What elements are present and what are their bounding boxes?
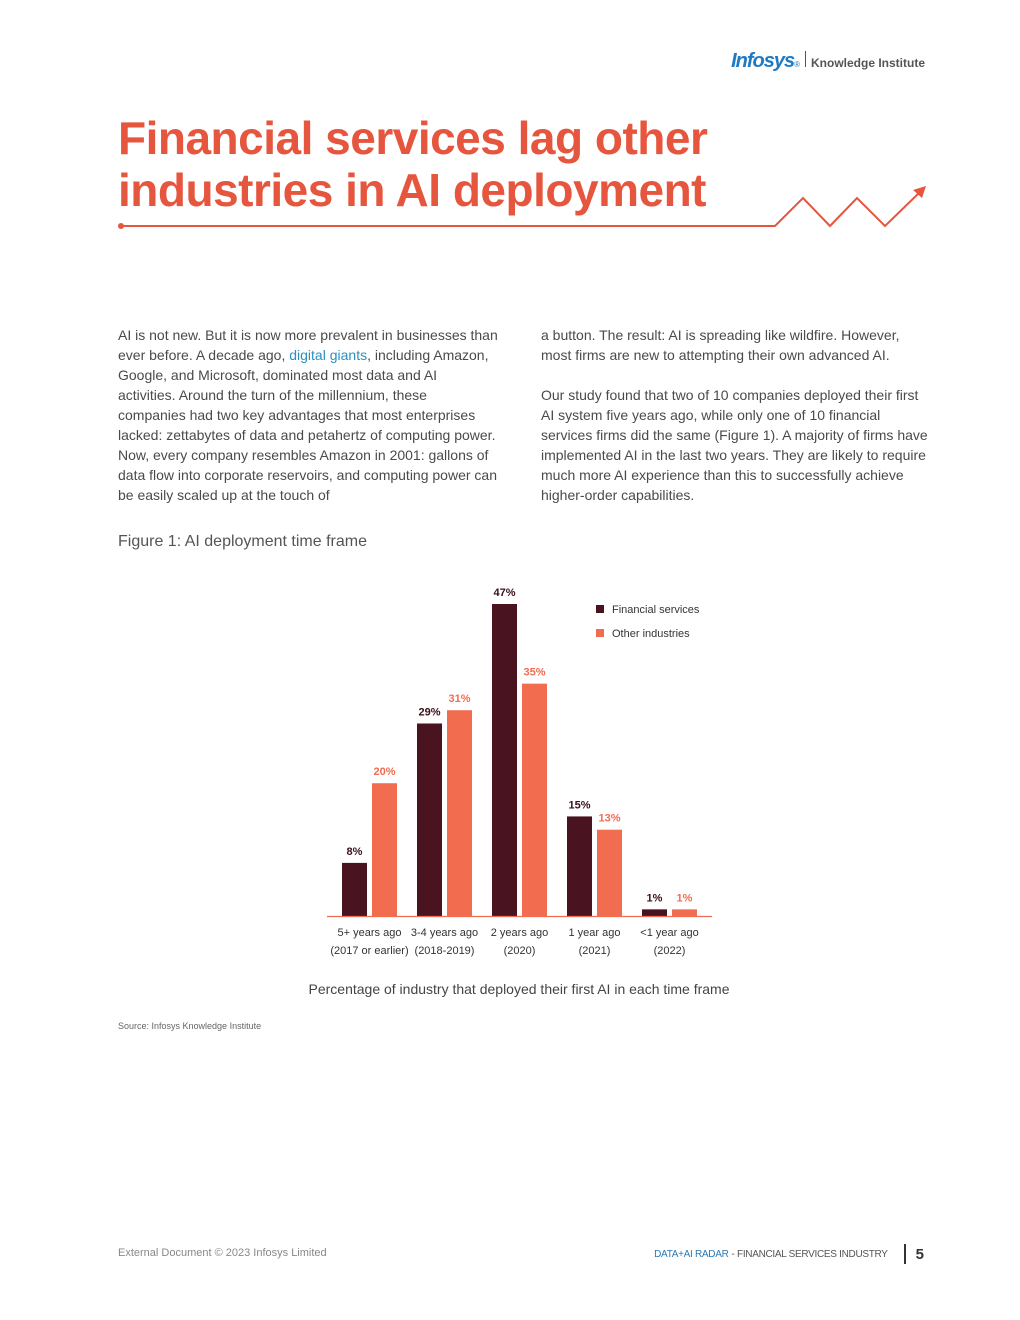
bar-other-industries	[597, 829, 622, 916]
title-underline-zigzag	[118, 186, 926, 229]
industry-name: - FINANCIAL SERVICES INDUSTRY	[731, 1248, 888, 1260]
legend-swatch-other-industries	[596, 629, 604, 637]
digital-giants-link[interactable]: digital giants	[289, 347, 368, 363]
bar-financial-services	[642, 909, 667, 916]
underline-zigzag-line	[121, 191, 921, 228]
paragraph: AI is not new. But it is now more preval…	[118, 327, 498, 503]
x-tick-sublabel: (2018-2019)	[415, 945, 475, 957]
bar-chart: 8% 20% 5+ years ago (2017 or earlier) 29% 31%…	[309, 587, 730, 997]
figure-source: Source: Infosys Knowledge Institute	[118, 1021, 262, 1031]
bar-financial-services	[342, 862, 367, 916]
footer-divider	[903, 1244, 906, 1264]
data-label: 35%	[523, 667, 545, 679]
figure-title: Figure 1: AI deployment time frame	[118, 533, 367, 550]
x-tick-label: <1 year ago	[640, 927, 698, 939]
bar-other-industries	[672, 909, 697, 916]
infosys-logo: Infosys ® Knowledge Institute	[731, 50, 925, 73]
page-title: Financial services lag other industries …	[118, 112, 708, 216]
legend-label: Financial services	[612, 604, 700, 616]
data-label: 47%	[493, 587, 515, 599]
bar-financial-services	[492, 604, 517, 916]
x-tick-label: 3-4 years ago	[411, 927, 478, 939]
paragraph: Our study found that two of 10 companies…	[541, 387, 928, 503]
bar-other-industries	[372, 783, 397, 916]
data-label: 20%	[373, 766, 395, 778]
legend-swatch-financial-services	[596, 605, 604, 613]
data-label: 1%	[647, 892, 663, 904]
x-tick-label: 5+ years ago	[338, 927, 402, 939]
data-label: 29%	[418, 706, 440, 718]
title-line-1: Financial services lag other	[118, 112, 708, 164]
report-name: DATA+AI RADAR	[654, 1248, 729, 1260]
data-label: 8%	[347, 846, 363, 858]
x-axis-title: Percentage of industry that deployed the…	[309, 981, 730, 997]
data-label: 13%	[598, 813, 620, 825]
x-tick-sublabel: (2020)	[504, 945, 536, 957]
body-column-right: a button. The result: AI is spreading li…	[541, 325, 933, 525]
x-tick-sublabel: (2017 or earlier)	[330, 945, 408, 957]
bar-financial-services	[567, 816, 592, 916]
bar-financial-services	[417, 723, 442, 916]
x-tick-sublabel: (2021)	[579, 945, 611, 957]
x-tick-sublabel: (2022)	[654, 945, 686, 957]
legend-label: Other industries	[612, 628, 690, 640]
data-label: 31%	[448, 693, 470, 705]
page-number: 5	[915, 1245, 924, 1263]
bar-other-industries	[522, 683, 547, 916]
x-tick-label: 1 year ago	[569, 927, 621, 939]
registered-mark: ®	[794, 60, 800, 69]
bar-other-industries	[447, 710, 472, 916]
logo-divider	[805, 51, 806, 67]
brand-name: Infosys	[731, 50, 795, 72]
x-tick-label: 2 years ago	[491, 927, 548, 939]
data-label: 1%	[677, 892, 693, 904]
paragraph: a button. The result: AI is spreading li…	[541, 327, 900, 363]
data-label: 15%	[568, 799, 590, 811]
arrow-head-icon	[913, 186, 926, 198]
institute-name: Knowledge Institute	[811, 56, 925, 70]
body-column-left: AI is not new. But it is now more preval…	[118, 325, 498, 525]
footer-copyright: External Document © 2023 Infosys Limited	[118, 1247, 327, 1259]
title-line-2: industries in AI deployment	[118, 164, 706, 216]
footer-report: DATA+AI RADAR - FINANCIAL SERVICES INDUS…	[654, 1244, 924, 1264]
